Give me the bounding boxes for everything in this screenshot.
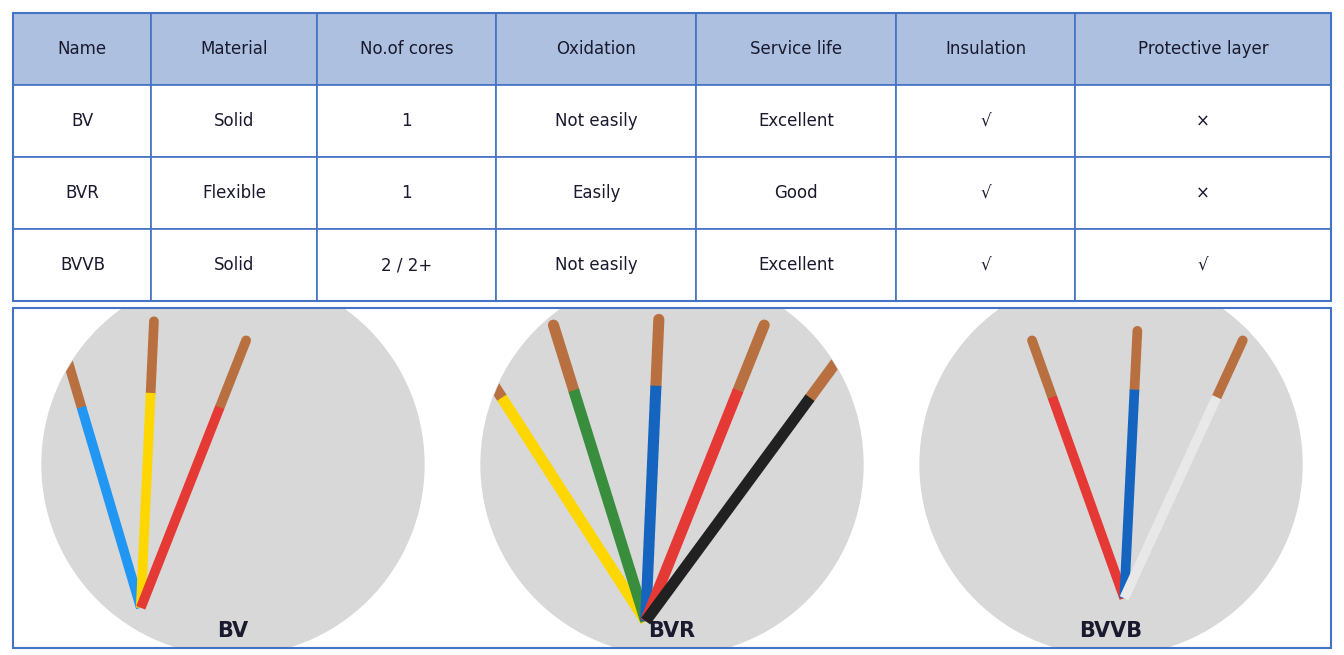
- Bar: [696, 157, 896, 229]
- Bar: [13, 229, 152, 301]
- Text: √: √: [981, 112, 991, 130]
- Bar: [696, 229, 896, 301]
- Bar: [496, 85, 696, 157]
- Text: Material: Material: [200, 40, 267, 58]
- Ellipse shape: [481, 274, 863, 655]
- Text: 2 / 2+: 2 / 2+: [380, 256, 433, 274]
- Bar: [496, 13, 696, 85]
- Bar: [896, 157, 1075, 229]
- Bar: [1075, 13, 1331, 85]
- Bar: [1075, 229, 1331, 301]
- Bar: [152, 85, 317, 157]
- Bar: [696, 13, 896, 85]
- Text: BVR: BVR: [648, 622, 696, 641]
- Text: BVVB: BVVB: [1079, 622, 1142, 641]
- Ellipse shape: [921, 274, 1302, 655]
- Text: Flexible: Flexible: [202, 184, 266, 202]
- Bar: [317, 229, 496, 301]
- Bar: [1075, 85, 1331, 157]
- Text: No.of cores: No.of cores: [360, 40, 453, 58]
- Text: Excellent: Excellent: [758, 256, 835, 274]
- Text: BV: BV: [218, 622, 249, 641]
- Bar: [152, 229, 317, 301]
- Ellipse shape: [42, 274, 423, 655]
- Text: Not easily: Not easily: [555, 112, 637, 130]
- Text: Solid: Solid: [214, 256, 254, 274]
- Text: Excellent: Excellent: [758, 112, 835, 130]
- Bar: [13, 13, 152, 85]
- Bar: [896, 85, 1075, 157]
- Text: 1: 1: [402, 112, 411, 130]
- Text: Oxidation: Oxidation: [556, 40, 636, 58]
- Bar: [317, 157, 496, 229]
- Bar: [152, 157, 317, 229]
- Text: BVVB: BVVB: [60, 256, 105, 274]
- Text: BVR: BVR: [66, 184, 99, 202]
- Text: Not easily: Not easily: [555, 256, 637, 274]
- Text: √: √: [1198, 256, 1208, 274]
- Text: Protective layer: Protective layer: [1137, 40, 1269, 58]
- Text: Name: Name: [58, 40, 108, 58]
- Bar: [13, 157, 152, 229]
- Bar: [317, 13, 496, 85]
- Text: ×: ×: [1196, 112, 1210, 130]
- Text: √: √: [981, 256, 991, 274]
- Bar: [896, 229, 1075, 301]
- Bar: [1075, 157, 1331, 229]
- Bar: [496, 157, 696, 229]
- Bar: [896, 13, 1075, 85]
- Text: Easily: Easily: [573, 184, 621, 202]
- Text: √: √: [981, 184, 991, 202]
- Text: ×: ×: [1196, 184, 1210, 202]
- Text: BV: BV: [71, 112, 94, 130]
- Bar: [496, 229, 696, 301]
- Bar: [13, 85, 152, 157]
- Text: Solid: Solid: [214, 112, 254, 130]
- Text: Good: Good: [774, 184, 818, 202]
- Bar: [152, 13, 317, 85]
- Text: Service life: Service life: [750, 40, 843, 58]
- Text: Insulation: Insulation: [945, 40, 1027, 58]
- Bar: [696, 85, 896, 157]
- Bar: [317, 85, 496, 157]
- Text: 1: 1: [402, 184, 411, 202]
